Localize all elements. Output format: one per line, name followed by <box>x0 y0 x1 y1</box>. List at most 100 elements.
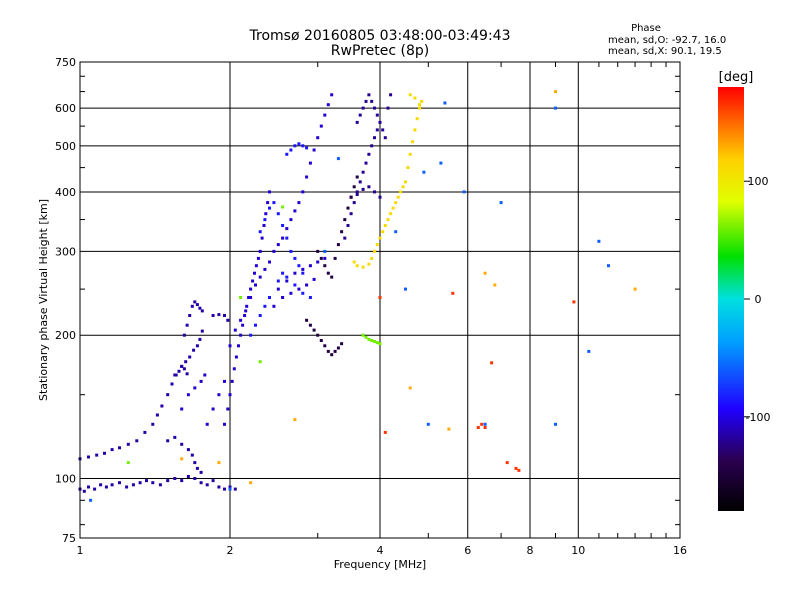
data-point <box>352 185 356 189</box>
data-point <box>289 291 293 295</box>
data-point <box>308 323 312 327</box>
data-point <box>226 318 230 322</box>
data-point <box>514 466 518 470</box>
data-point <box>381 128 385 132</box>
data-point <box>276 287 280 291</box>
data-point <box>276 279 280 283</box>
data-point <box>301 267 305 271</box>
data-point <box>198 306 202 310</box>
data-point <box>378 120 382 124</box>
data-point <box>239 296 243 299</box>
data-point <box>373 136 376 140</box>
phase-info-heading: Phase <box>631 23 661 34</box>
data-point <box>173 477 177 480</box>
data-point <box>237 344 240 348</box>
data-point <box>293 418 297 422</box>
data-point <box>230 379 234 383</box>
data-point <box>268 190 271 194</box>
data-point <box>245 304 249 308</box>
data-point <box>293 209 297 213</box>
data-point <box>223 422 226 426</box>
data-point <box>451 291 455 295</box>
data-point <box>228 487 232 491</box>
data-point <box>383 224 387 227</box>
data-point <box>131 483 135 487</box>
y-tick-label: 400 <box>55 186 76 199</box>
data-point <box>249 296 253 299</box>
data-point <box>200 309 204 313</box>
data-point <box>406 166 410 170</box>
data-point <box>251 279 255 283</box>
data-point <box>505 461 509 465</box>
data-point <box>82 489 86 493</box>
data-point <box>483 271 487 275</box>
data-point <box>258 360 262 364</box>
data-point <box>346 224 350 227</box>
data-point <box>375 128 379 132</box>
data-point <box>239 333 243 337</box>
data-point <box>223 487 226 491</box>
data-point <box>517 468 521 472</box>
data-point <box>268 206 271 210</box>
data-point <box>447 427 451 431</box>
data-point <box>408 93 412 97</box>
data-point <box>394 230 398 234</box>
data-point <box>151 481 155 485</box>
data-point <box>439 161 443 165</box>
data-point <box>281 236 285 240</box>
data-point <box>297 201 301 205</box>
y-tick-label: 500 <box>55 140 76 153</box>
data-point <box>358 180 362 184</box>
data-point <box>373 249 376 253</box>
data-point <box>166 479 170 483</box>
data-point <box>258 314 262 317</box>
data-point <box>399 190 403 194</box>
data-point <box>263 304 267 308</box>
data-point <box>193 477 197 480</box>
data-point <box>587 349 591 353</box>
data-point <box>378 342 382 346</box>
data-point <box>305 283 309 287</box>
data-point <box>355 264 359 268</box>
data-point <box>195 303 199 307</box>
data-point <box>188 314 192 317</box>
data-point <box>244 309 248 313</box>
x-tick-label: 1 <box>77 544 84 557</box>
data-point <box>370 256 374 260</box>
data-point <box>316 333 320 337</box>
data-point <box>217 485 221 489</box>
data-point <box>312 148 316 152</box>
data-point <box>126 461 130 465</box>
data-point <box>180 457 184 461</box>
data-point <box>490 361 494 365</box>
data-point <box>312 328 316 332</box>
data-point <box>391 206 395 210</box>
data-point <box>323 264 327 268</box>
data-point <box>375 243 379 247</box>
data-point <box>249 333 253 337</box>
data-point <box>289 218 293 222</box>
y-axis-label: Stationary phase Virtual Height [km] <box>37 199 50 401</box>
data-point <box>408 152 412 156</box>
data-point <box>239 318 243 322</box>
data-point <box>483 422 487 426</box>
data-point <box>217 393 221 397</box>
data-point <box>193 461 197 465</box>
data-point <box>352 260 356 264</box>
data-point <box>173 373 177 377</box>
data-point <box>186 448 190 452</box>
data-point <box>289 249 293 253</box>
data-point <box>195 344 199 348</box>
data-point <box>336 243 340 247</box>
data-point <box>192 348 196 352</box>
data-point <box>394 201 398 205</box>
data-point <box>263 218 267 222</box>
data-point <box>158 483 162 487</box>
data-point <box>607 264 610 268</box>
y-tick-label: 600 <box>55 102 76 115</box>
data-point <box>103 451 106 455</box>
data-point <box>389 212 393 216</box>
colorbar-tick-label: 0 <box>755 293 762 306</box>
data-point <box>243 314 247 317</box>
